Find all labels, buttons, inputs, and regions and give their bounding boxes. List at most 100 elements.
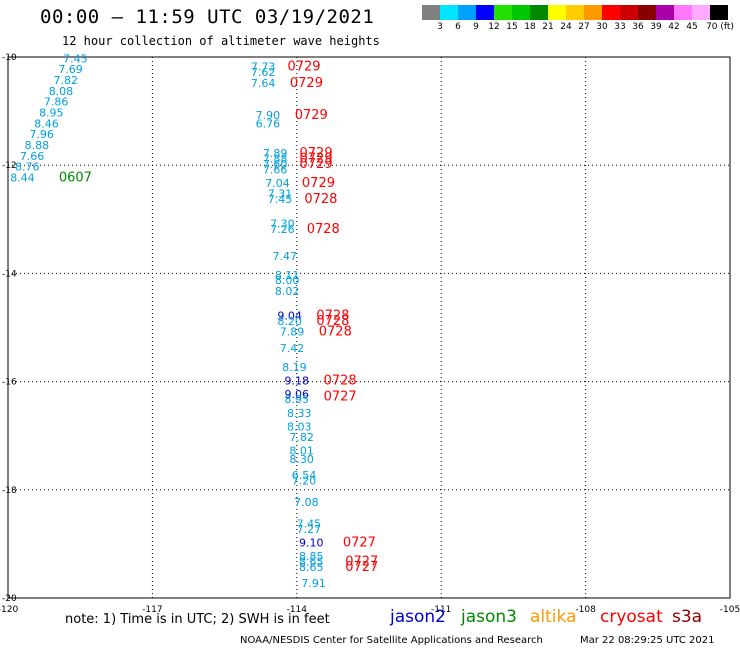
wave-height-value: 7.82 (54, 74, 79, 87)
legend-item-s3a: s3a (672, 607, 703, 627)
color-swatch (584, 5, 602, 20)
pass-time-label: 0729 (295, 108, 328, 123)
wave-height-value: 8.65 (299, 556, 324, 569)
y-tick-label: -14 (2, 269, 17, 279)
wave-height-value: 7.30 (270, 217, 295, 230)
wave-height-value: 8.76 (15, 161, 40, 174)
color-scale-labels: 3 6 9 12 15 18 21 24 27 30 33 36 39 42 45 70 (ft) (422, 22, 740, 34)
x-tick-label: -120 (0, 605, 18, 615)
color-scale-bar (422, 5, 728, 20)
color-scale-label: 33 (614, 22, 626, 32)
pass-time-label: 0729 (300, 151, 333, 166)
x-tick-label: -117 (142, 605, 162, 615)
pass-time-label: 0729 (300, 157, 333, 172)
pass-time-label: 0727 (324, 390, 357, 405)
pass-time-label: 0728 (307, 222, 340, 237)
x-tick-label: -108 (575, 605, 596, 615)
footer-note: note: 1) Time is in UTC; 2) SWH is in fe… (65, 612, 330, 627)
color-swatch (638, 5, 656, 20)
color-scale-label: 27 (578, 22, 590, 32)
wave-height-value: 7.73 (251, 61, 276, 74)
wave-height-value: 7.20 (292, 474, 317, 487)
legend-item-jason3: jason3 (461, 607, 517, 627)
wave-height-value: 8.95 (39, 107, 64, 120)
wave-height-value: 8.95 (285, 393, 310, 406)
wave-height-value: 8.46 (34, 117, 59, 130)
color-scale-label: 36 (632, 22, 644, 32)
wave-height-value: 9.18 (285, 374, 310, 387)
color-swatch (494, 5, 512, 20)
color-scale-label: 30 (596, 22, 608, 32)
pass-time-label: 0729 (287, 60, 320, 75)
wave-height-value: 8.85 (299, 550, 324, 563)
wave-height-value: 8.03 (287, 420, 312, 433)
wave-height-values: 7.457.697.828.087.868.958.467.968.887.66… (10, 52, 326, 590)
color-scale-label: 3 (437, 22, 443, 32)
wave-height-value: 8.00 (275, 274, 300, 287)
wave-height-value: 9.10 (299, 537, 324, 550)
wave-height-value: 7.91 (301, 577, 326, 590)
wave-height-value: 9.04 (277, 309, 302, 322)
pass-time-label: 0728 (316, 314, 349, 329)
legend-item-altika: altika (530, 607, 577, 627)
color-scale-label: 45 (686, 22, 698, 32)
color-scale-label: 9 (473, 22, 479, 32)
pass-time-label: 0727 (345, 555, 378, 570)
wave-height-value: 7.26 (270, 223, 295, 236)
wave-height-value: 8.01 (289, 445, 314, 458)
x-tick-label: -111 (431, 605, 451, 615)
wave-height-value: 9.06 (285, 388, 310, 401)
color-swatch (674, 5, 692, 20)
pass-time-label: 0729 (290, 76, 323, 91)
wave-height-value: 8.08 (49, 85, 74, 98)
wave-height-value: 6.54 (292, 469, 317, 482)
wave-height-value: 7.45 (297, 518, 322, 531)
color-swatch (692, 5, 710, 20)
y-tick-label: -20 (2, 594, 17, 604)
wave-height-value: 7.47 (273, 250, 298, 263)
grid-lines (8, 57, 730, 598)
wave-height-value: 7.04 (265, 177, 290, 190)
wave-height-value: 7.45 (268, 193, 293, 206)
wave-height-value: 8.65 (299, 561, 324, 574)
wave-height-value: 7.86 (44, 96, 69, 109)
color-scale-label: 42 (668, 22, 680, 32)
wave-height-value: 7.88 (263, 152, 288, 165)
wave-height-value: 7.42 (280, 342, 305, 355)
wave-height-value: 7.90 (256, 109, 281, 122)
pass-time-labels: 0607072907290729072907290729072907280728… (59, 60, 378, 575)
wave-height-value: 8.44 (10, 171, 35, 184)
wave-height-value: 7.08 (294, 496, 319, 509)
color-swatch (440, 5, 458, 20)
generated-timestamp: Mar 22 08:29:25 UTC 2021 (580, 635, 715, 646)
y-tick-label: -12 (2, 161, 17, 171)
pass-time-label: 0607 (59, 170, 92, 185)
wave-height-value: 8.20 (277, 315, 302, 328)
y-tick-label: -18 (2, 486, 17, 496)
pass-time-label: 0728 (319, 325, 352, 340)
wave-height-value: 7.45 (63, 52, 88, 65)
x-tick-label: -105 (720, 605, 740, 615)
wave-height-value: 6.76 (256, 117, 281, 130)
color-swatch (476, 5, 494, 20)
pass-time-label: 0728 (316, 308, 349, 323)
color-scale-label: 70 (ft) (706, 22, 734, 32)
color-scale-label: 15 (506, 22, 518, 32)
wave-height-value: 7.31 (268, 188, 293, 201)
wave-height-value: 8.30 (289, 453, 314, 466)
color-scale-label: 6 (455, 22, 461, 32)
wave-height-value: 8.11 (275, 269, 300, 282)
color-scale-label: 12 (488, 22, 500, 32)
wave-height-value: 8.19 (282, 361, 307, 374)
y-tick-label: -10 (2, 53, 17, 63)
legend-item-cryosat: cryosat (600, 607, 663, 627)
plot-frame (7, 56, 731, 599)
color-swatch (422, 5, 440, 20)
color-swatch (548, 5, 566, 20)
color-swatch (566, 5, 584, 20)
color-scale-label: 24 (560, 22, 572, 32)
color-scale-label: 39 (650, 22, 662, 32)
credits: NOAA/NESDIS Center for Satellite Applica… (240, 635, 543, 646)
wave-height-value: 7.27 (297, 523, 322, 536)
